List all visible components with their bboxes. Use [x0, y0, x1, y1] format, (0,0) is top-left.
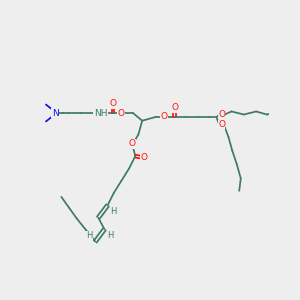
Text: NH: NH [94, 109, 107, 118]
Text: O: O [110, 99, 116, 108]
Text: O: O [218, 110, 225, 119]
Text: N: N [52, 109, 59, 118]
Text: O: O [171, 103, 178, 112]
Text: H: H [107, 231, 114, 240]
Text: O: O [129, 139, 136, 148]
Text: O: O [140, 153, 147, 162]
Text: H: H [110, 207, 117, 216]
Text: O: O [160, 112, 167, 122]
Text: O: O [117, 109, 124, 118]
Text: H: H [86, 231, 92, 240]
Text: O: O [218, 120, 225, 129]
